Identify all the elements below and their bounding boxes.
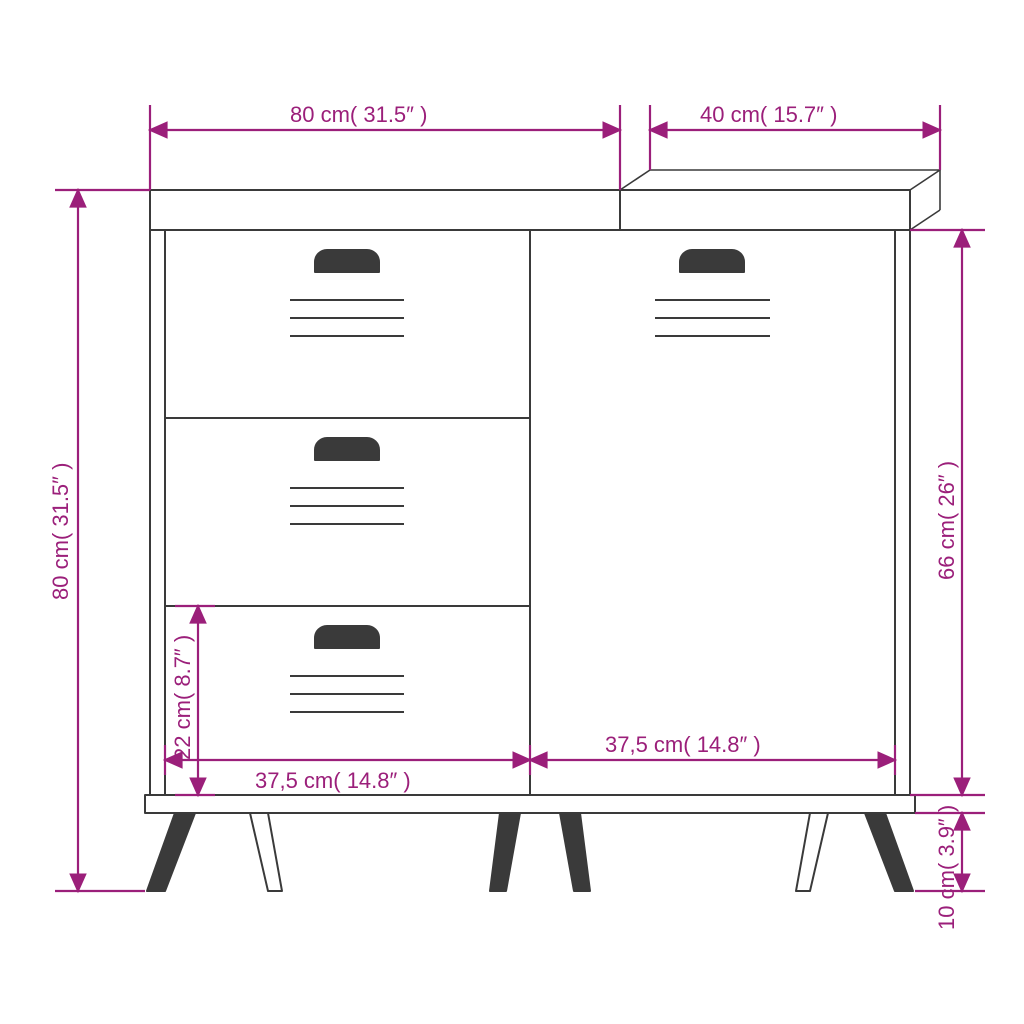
dim-right-body: 66 cm( 26″ ) bbox=[934, 461, 959, 580]
legs bbox=[147, 813, 913, 891]
drawer-2-handle bbox=[290, 438, 404, 524]
dim-left-height: 80 cm( 31.5″ ) bbox=[48, 463, 73, 600]
dimensions bbox=[55, 105, 985, 891]
dim-drawer-w-left: 37,5 cm( 14.8″ ) bbox=[255, 768, 411, 793]
drawer-1-handle bbox=[290, 250, 404, 336]
door-handle bbox=[655, 250, 770, 336]
dimension-labels: 80 cm( 31.5″ ) 40 cm( 15.7″ ) 80 cm( 31.… bbox=[48, 102, 959, 930]
dim-top-depth: 40 cm( 15.7″ ) bbox=[700, 102, 837, 127]
dim-drawer-w-right: 37,5 cm( 14.8″ ) bbox=[605, 732, 761, 757]
dim-top-width: 80 cm( 31.5″ ) bbox=[290, 102, 427, 127]
tech-drawing: 80 cm( 31.5″ ) 40 cm( 15.7″ ) 80 cm( 31.… bbox=[0, 0, 1024, 1024]
dim-drawer-h: 22 cm( 8.7″ ) bbox=[170, 635, 195, 760]
dim-right-leg: 10 cm( 3.9″ ) bbox=[934, 805, 959, 930]
drawer-3-handle bbox=[290, 626, 404, 712]
